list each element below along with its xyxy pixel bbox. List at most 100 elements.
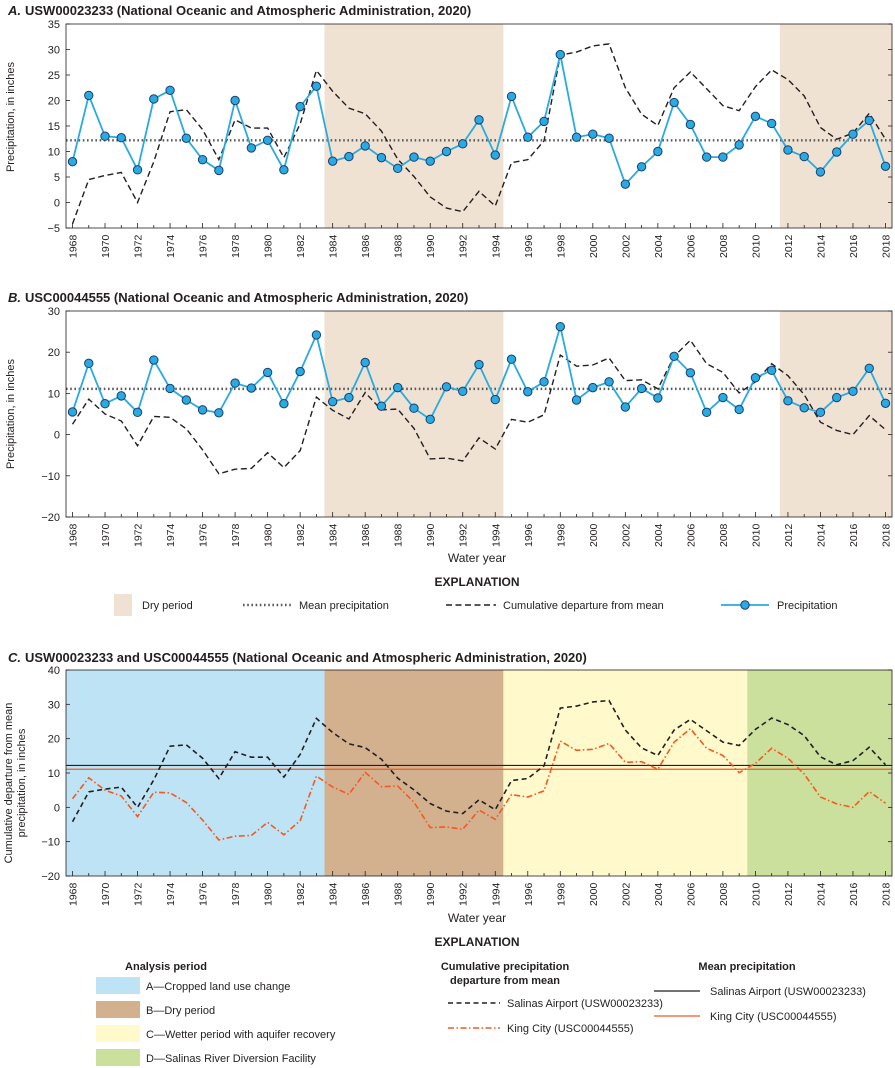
panel-a-precip-point: [279, 165, 289, 175]
panel-a-precip-point: [230, 95, 240, 106]
panel-b-precip-point: [67, 407, 78, 417]
panel-a-precip-point: [604, 133, 614, 143]
panel-a-precip-point: [197, 154, 208, 165]
panel-a-xtick-label: 1996: [523, 234, 535, 258]
panel-b-precip-point: [832, 392, 842, 403]
panel-c-period-a: [66, 670, 325, 876]
panel-c-ytick-label: 20: [48, 734, 60, 746]
panel-c-ytick-label: −10: [41, 837, 60, 849]
panel-c-period-b: [324, 670, 504, 876]
panel-a-xtick-label: 1994: [490, 234, 502, 258]
panel-c-xtick-label: 1992: [458, 882, 470, 906]
legend-cumdep-label: Cumulative departure from mean: [503, 600, 664, 612]
panel-c-cumdep-salinas: [71, 699, 887, 823]
panel-c-xtick-label: 2004: [653, 882, 665, 906]
legend-period-a-swatch: [96, 977, 140, 994]
panel-b-precip-point: [685, 368, 696, 378]
panel-b-xtick-label: 1976: [198, 523, 210, 547]
panel-b-precip-point: [441, 382, 452, 392]
panel-c-ytick-label: 40: [48, 665, 60, 677]
panel-a-precip-point: [669, 97, 679, 108]
panel-a-precip-point: [327, 156, 338, 166]
panel-a-xtick-label: 1980: [263, 234, 275, 258]
panel-a-xtick-label: 1990: [425, 234, 437, 258]
panel-c-xtick-label: 1972: [133, 882, 145, 906]
panel-a-precip-point: [262, 135, 273, 145]
panel-a-precip-point: [474, 115, 484, 125]
panel-b-precip-point: [149, 355, 159, 365]
panel-c-xtick-label: 2018: [880, 882, 892, 906]
panel-a-precip-point: [588, 129, 598, 139]
panel-a-precip-point: [718, 152, 728, 162]
panel-a-ytick-label: 0: [54, 198, 60, 210]
panel-b-background: [324, 311, 892, 517]
legend-top-title: EXPLANATION: [434, 575, 519, 589]
legend-period-a-label: A—Cropped land use change: [146, 981, 290, 993]
panel-b-precip-point: [718, 392, 728, 403]
panel-a-precip-point: [100, 131, 110, 141]
panel-b-ytick-label: 0: [54, 430, 60, 442]
panel-b-xtick-label: 1992: [458, 523, 470, 547]
panel-a-precip-point: [571, 132, 582, 142]
panel-b-precip-point: [116, 391, 126, 401]
panel-a-ylabel: Precipitation, in inches: [5, 61, 17, 172]
panel-a-xtick-label: 1998: [555, 234, 567, 258]
panel-c-xtick-label: 1978: [230, 882, 242, 906]
panel-a-precip-point: [636, 162, 647, 172]
panel-a-precip-point: [360, 141, 370, 151]
panel-a-precip-point: [539, 116, 549, 127]
panel-c-xtick-label: 2016: [848, 882, 860, 906]
panel-a-background: [324, 24, 892, 228]
panel-a-precip-point: [84, 90, 94, 101]
panel-b-precip-point: [425, 414, 435, 425]
panel-a-xtick-label: 1974: [165, 234, 177, 258]
panel-c-xtick-label: 1982: [295, 882, 307, 906]
panel-b-precip-point: [230, 378, 240, 388]
panel-a-xtick-label: 2004: [653, 234, 665, 258]
panel-b-xtick-label: 2000: [588, 523, 600, 547]
panel-a-precip-point: [734, 140, 744, 150]
panel-a-precip-point: [555, 49, 565, 60]
panel-b-precip-point: [458, 386, 468, 397]
panel-a-ytick-label: 15: [48, 121, 60, 133]
panel-b-precip-point: [669, 351, 679, 362]
panel-b-precip-point: [783, 396, 793, 406]
panel-a-cumdep-line: [71, 43, 887, 225]
legend-period-d-swatch: [96, 1049, 140, 1066]
legend-mean-salinas-label: Salinas Airport (USW00023233): [710, 986, 866, 998]
panel-b-precip-point: [214, 408, 224, 418]
panel-a-precip-point: [490, 150, 500, 160]
panel-c-ytick-label: 0: [54, 802, 60, 814]
panel-b-xtick-label: 2002: [620, 523, 632, 547]
legend-bottom-title: EXPLANATION: [434, 935, 519, 949]
panel-c-xtick-label: 2012: [783, 882, 795, 906]
panel-b-dry-period-1: [324, 311, 504, 517]
panel-a-letter: A.: [7, 3, 21, 18]
panel-b-precip-point: [571, 395, 582, 405]
panel-b-xtick-label: 1994: [490, 523, 502, 547]
panel-c-xtick-label: 1996: [523, 882, 535, 906]
panel-a-precip-point: [165, 85, 175, 96]
panel-b-xtick-label: 1984: [328, 523, 340, 547]
panel-a-xtick-label: 1988: [393, 234, 405, 258]
panel-a-precip-point: [750, 111, 761, 122]
panel-b-cumdep-line: [71, 339, 886, 475]
panel-c-xtick-label: 1988: [393, 882, 405, 906]
panel-a-precip-point: [848, 129, 858, 139]
panel-c-xtick-label: 2002: [620, 882, 632, 906]
panel-a-precip-point: [311, 81, 322, 91]
panel-b-precip-point: [246, 383, 257, 393]
panel-a-precip-point: [799, 151, 809, 162]
panel-b-precip-point: [750, 373, 761, 383]
panel-b: B. USC00044555 (National Oceanic and Atmo…: [5, 290, 892, 565]
panel-b-xtick-label: 2008: [718, 523, 730, 547]
panel-a-xtick-label: 2018: [880, 234, 892, 258]
panel-c-ytick-label: 30: [48, 699, 60, 711]
panel-a-ytick-label: 10: [48, 147, 60, 159]
panel-c-xtick-label: 2000: [588, 882, 600, 906]
panel-b-ytick-label: −10: [41, 471, 60, 483]
panel-b-precip-point: [864, 363, 874, 373]
panel-a-precip-point: [458, 139, 468, 149]
panel-b-ytick-label: 10: [48, 388, 60, 400]
